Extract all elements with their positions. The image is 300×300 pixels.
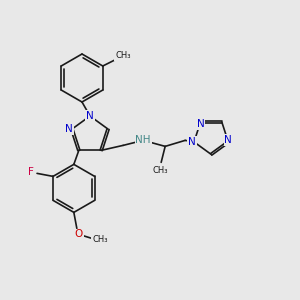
Text: N: N <box>65 124 73 134</box>
Text: NH: NH <box>135 135 151 146</box>
Text: N: N <box>188 137 196 147</box>
Text: F: F <box>28 167 34 177</box>
Text: N: N <box>86 111 94 121</box>
Text: N: N <box>224 135 232 145</box>
Text: CH₃: CH₃ <box>115 52 130 61</box>
Text: CH₃: CH₃ <box>152 166 168 175</box>
Text: CH₃: CH₃ <box>92 235 108 244</box>
Text: O: O <box>75 230 83 239</box>
Text: N: N <box>197 119 205 129</box>
